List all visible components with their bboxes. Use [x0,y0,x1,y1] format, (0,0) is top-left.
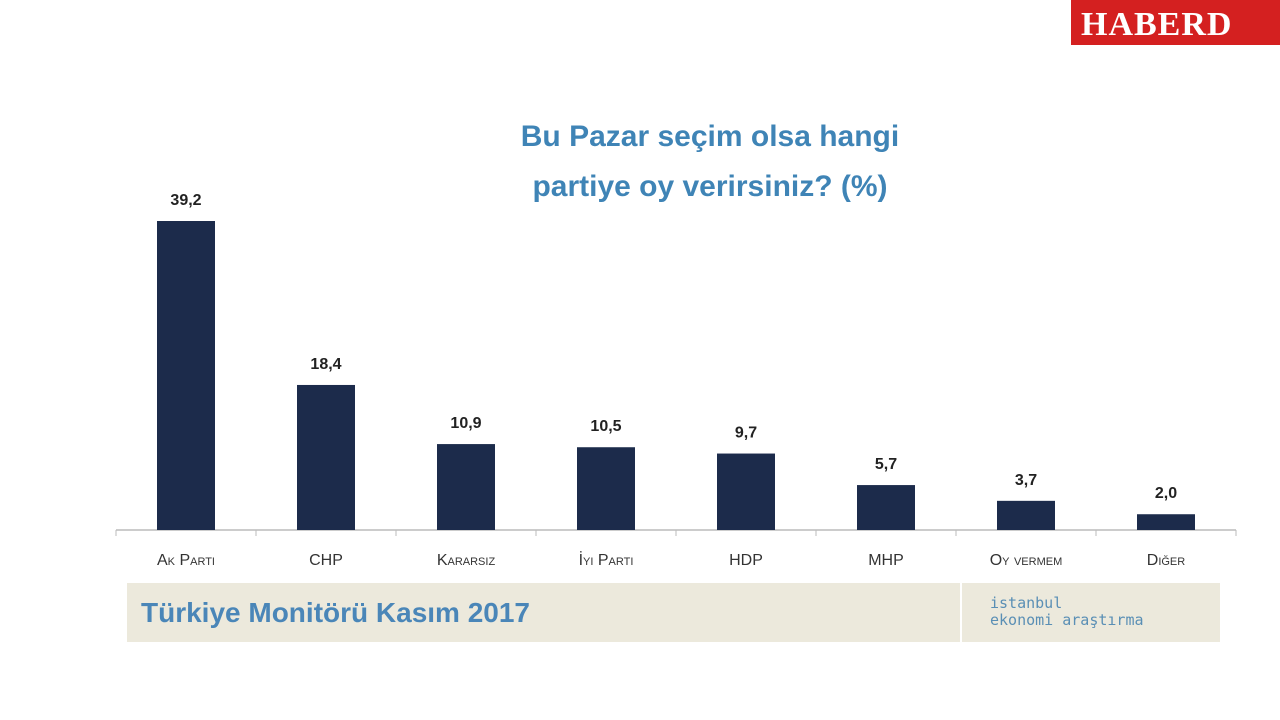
value-label: 2,0 [1155,485,1177,502]
logo-line: ekonomi araştırma [990,611,1144,629]
watermark: HABERD [1071,0,1280,45]
value-label: 3,7 [1015,472,1037,489]
x-tick-label: Ak Parti [157,552,215,569]
x-tick-label: Diğer [1147,552,1186,569]
bar [577,447,635,530]
x-tick-label: CHP [309,552,343,569]
bar [297,384,355,530]
logo-line: istanbul [990,594,1063,612]
bar [1137,514,1195,530]
value-label: 10,5 [590,418,621,435]
x-tick-label: İyi Parti [579,550,634,569]
x-tick-label: MHP [868,552,904,569]
bar [997,500,1055,530]
bar [717,453,775,530]
footer-title: Türkiye Monitörü Kasım 2017 [141,597,531,628]
bar [157,221,215,530]
bar [857,485,915,530]
value-label: 39,2 [170,192,201,209]
x-tick-label: Oy vermem [990,552,1063,569]
bar [437,444,495,530]
logo: istanbul ekonomi araştırma [960,583,1220,642]
x-tick-label: HDP [729,552,763,569]
chart: Ak Parti 39,2 CHP 18,4 Kararsız 10,9 İyi Parti… [115,192,1237,569]
chart-title: Bu Pazar seçim olsa hangi partiye oy ver… [520,120,900,203]
value-label: 5,7 [875,456,897,473]
value-label: 9,7 [735,425,757,442]
x-tick-label: Kararsız [437,552,496,569]
footer: Türkiye Monitörü Kasım 2017 istanbul eko… [127,583,1220,642]
value-label: 10,9 [450,415,481,432]
value-label: 18,4 [310,356,341,373]
